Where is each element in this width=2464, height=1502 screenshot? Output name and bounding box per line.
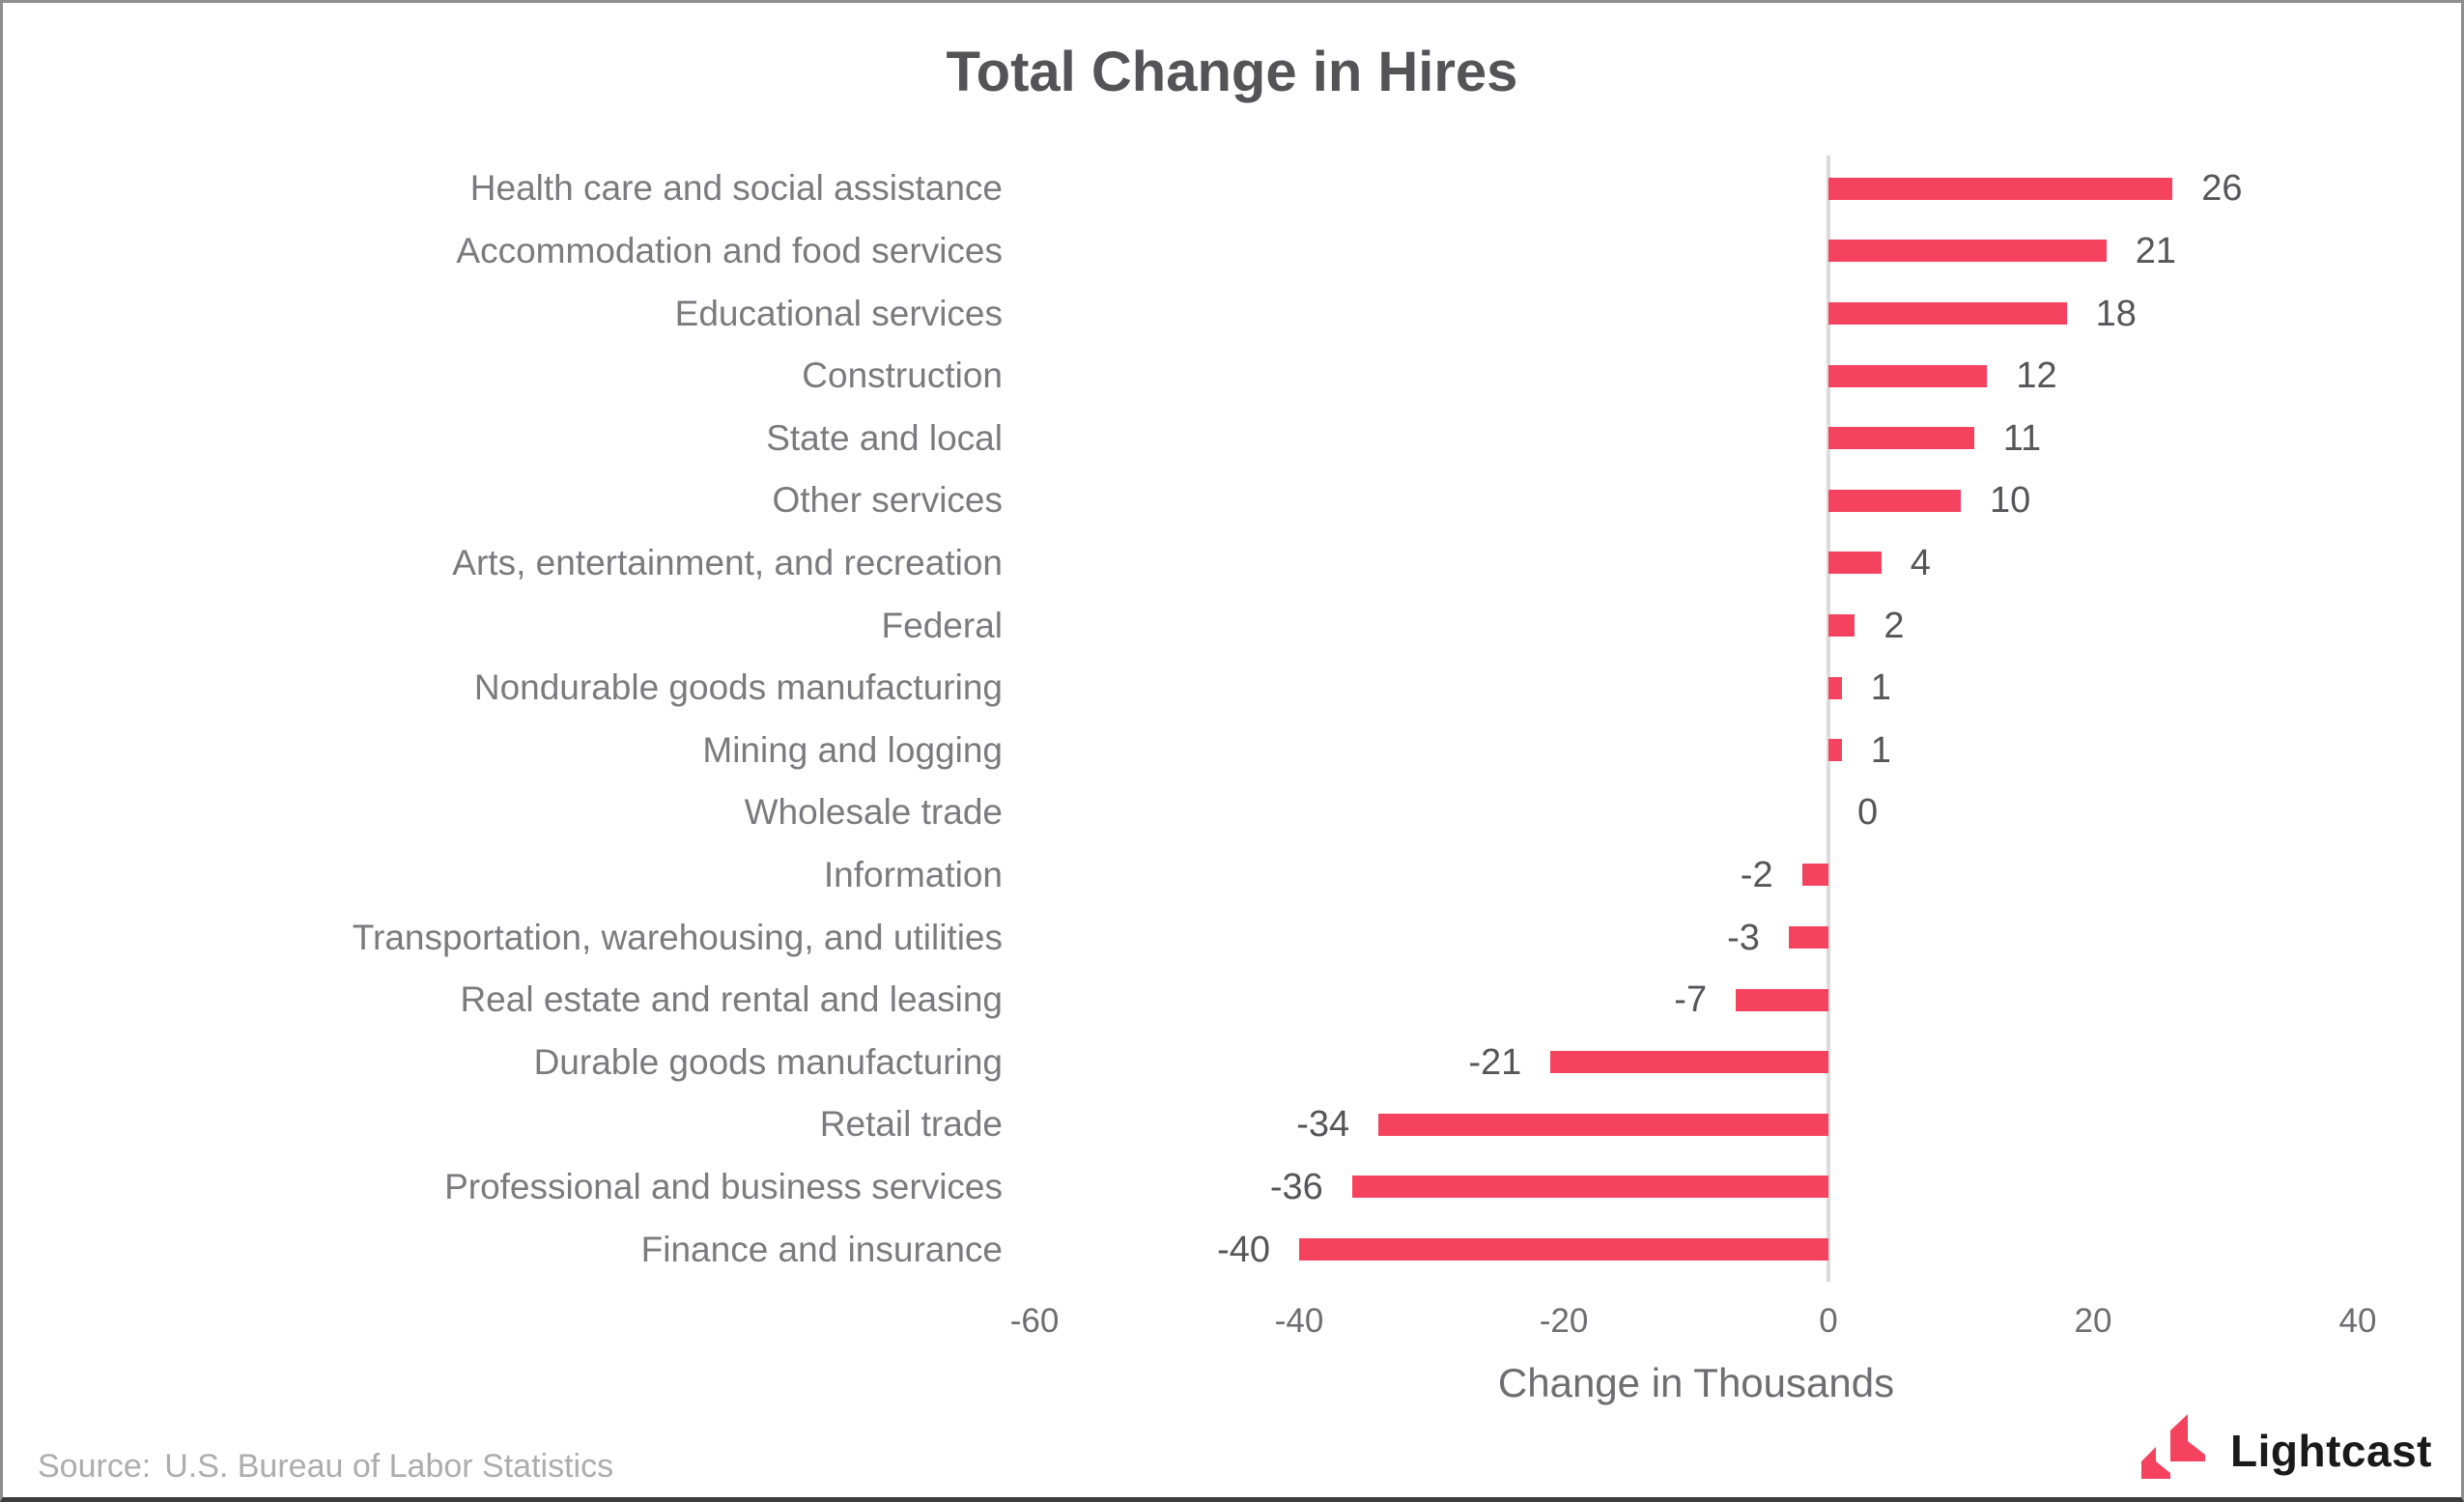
bar-segment (1378, 1113, 1828, 1136)
category-label: Health care and social assistance (469, 168, 1003, 209)
bar-segment (1351, 1176, 1828, 1199)
value-label: 21 (2135, 230, 2176, 271)
value-label: 4 (1910, 542, 1931, 583)
value-label: -2 (1740, 854, 1773, 895)
source-note: Source: U.S. Bureau of Labor Statistics (38, 1448, 613, 1486)
source-text: U.S. Bureau of Labor Statistics (164, 1448, 614, 1485)
bar-segment (1828, 552, 1882, 575)
value-label: 11 (2002, 417, 2042, 459)
value-label: 26 (2201, 168, 2243, 210)
bar-segment (1550, 1051, 1828, 1074)
category-label: Durable goods manufacturing (533, 1041, 1003, 1082)
y-axis-zero-line (1827, 156, 1830, 1282)
value-label: 0 (1857, 792, 1879, 834)
x-tick-label: 0 (1819, 1302, 1838, 1340)
bar-segment (1736, 988, 1828, 1011)
bar-chart-plot-area: Health care and social assistance 26 Accom… (3, 3, 2461, 1497)
value-label: -7 (1674, 979, 1708, 1021)
x-axis-title: Change in Thousands (1497, 1360, 1895, 1405)
value-label: -34 (1296, 1104, 1350, 1146)
bar-segment (1788, 926, 1828, 949)
x-tick-label: 20 (2074, 1302, 2112, 1340)
category-label: Real estate and rental and leasing (460, 979, 1003, 1020)
value-label: -40 (1217, 1229, 1270, 1270)
category-label: Nondurable goods manufacturing (473, 667, 1003, 708)
lightcast-logo: Lightcast (2136, 1411, 2432, 1490)
category-label: Other services (772, 480, 1003, 521)
bar-segment (1828, 739, 1842, 762)
source-label: Source: (38, 1448, 152, 1485)
value-label: 18 (2095, 293, 2137, 334)
category-label: Finance and insurance (640, 1229, 1003, 1269)
bar-segment (1828, 614, 1855, 637)
value-label: 1 (1870, 667, 1891, 709)
x-tick-label: -20 (1539, 1302, 1589, 1340)
value-label: 1 (1870, 729, 1891, 771)
bar-segment (1828, 240, 2107, 263)
category-label: Wholesale trade (744, 792, 1003, 833)
bar-segment (1828, 177, 2173, 200)
value-label: -21 (1468, 1041, 1522, 1083)
value-label: -3 (1727, 917, 1760, 958)
lightcast-logo-text: Lightcast (2230, 1426, 2432, 1476)
x-tick-label: -60 (1009, 1302, 1060, 1340)
bar-segment (1299, 1238, 1828, 1261)
bar-segment (1828, 427, 1974, 450)
bar-segment (1828, 676, 1842, 699)
x-tick-label: -40 (1274, 1302, 1324, 1340)
category-label: Mining and logging (702, 729, 1003, 770)
category-label: Transportation, warehousing, and utiliti… (352, 917, 1003, 957)
bar-segment (1801, 864, 1828, 887)
category-label: Accommodation and food services (456, 230, 1003, 270)
value-label: 10 (1990, 480, 2031, 522)
category-label: Professional and business services (444, 1166, 1003, 1206)
chart-title: Total Change in Hires (946, 41, 1518, 103)
category-label: Arts, entertainment, and recreation (452, 542, 1003, 582)
value-label: 2 (1883, 605, 1905, 646)
category-label: Educational services (674, 293, 1003, 333)
category-label: Information (823, 854, 1003, 894)
bar-segment (1828, 364, 1988, 387)
category-label: Construction (802, 355, 1003, 396)
category-label: Retail trade (819, 1104, 1003, 1145)
category-label: State and local (766, 417, 1003, 458)
bar-segment (1828, 489, 1961, 512)
x-tick-label: 40 (2338, 1302, 2377, 1340)
bar-segment (1828, 302, 2067, 325)
value-label: -36 (1269, 1166, 1323, 1207)
category-label: Federal (881, 605, 1003, 645)
lightcast-mark-icon (2141, 1414, 2206, 1479)
value-label: 12 (2016, 355, 2057, 397)
